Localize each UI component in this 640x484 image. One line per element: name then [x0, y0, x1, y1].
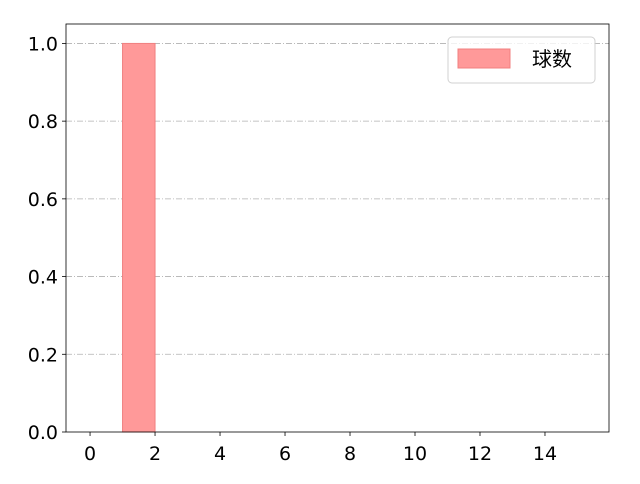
- x-tick-label: 2: [149, 443, 161, 465]
- y-tick-label: 1.0: [28, 33, 58, 55]
- x-tick-label: 4: [214, 443, 226, 465]
- axes-frame: [65, 23, 610, 433]
- legend-label: 球数: [532, 47, 572, 71]
- y-tick-label: 0.0: [28, 422, 58, 444]
- legend-swatch: [457, 48, 511, 69]
- x-tick-label: 0: [84, 443, 96, 465]
- x-tick-label: 10: [403, 443, 427, 465]
- x-tick-label: 12: [468, 443, 492, 465]
- bar: [122, 42, 156, 433]
- y-tick-label: 0.8: [28, 111, 58, 133]
- y-tick-label: 0.2: [28, 344, 58, 366]
- y-tick-label: 0.6: [28, 189, 58, 211]
- y-tick-label: 0.4: [28, 267, 58, 289]
- x-tick-label: 14: [533, 443, 557, 465]
- x-tick-label: 8: [344, 443, 356, 465]
- x-tick-label: 6: [279, 443, 291, 465]
